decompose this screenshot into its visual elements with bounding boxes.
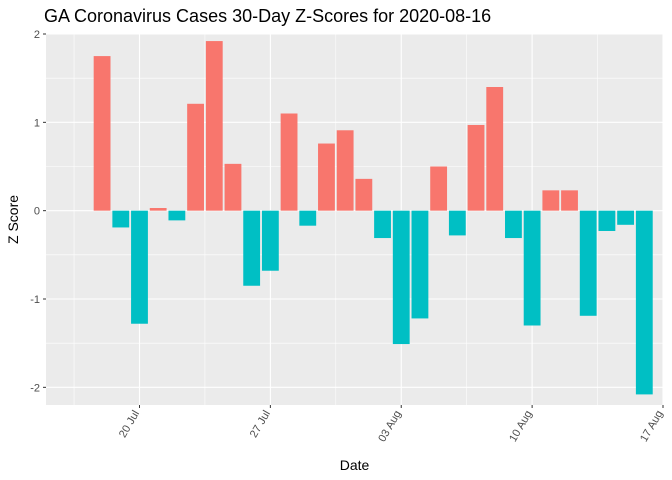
bar [336,130,354,211]
bar [205,41,223,211]
bar [280,113,298,211]
bar [131,210,148,324]
y-tick-label: 2 [34,29,40,41]
bar [430,166,448,211]
bar [318,143,335,211]
bar [523,210,541,326]
bar [579,210,597,316]
x-axis-title: Date [340,457,370,473]
y-axis-title: Z Score [5,195,21,244]
bar [149,208,167,211]
bar [505,210,522,239]
bar [561,190,578,211]
y-tick-label: -2 [30,382,40,394]
y-tick-label: 0 [34,206,40,218]
bar [243,210,261,286]
bar [187,103,204,211]
y-axis: -2 -1 0 1 2 [30,29,46,394]
x-tick-label: 10 Aug [507,409,535,445]
chart-title: GA Coronavirus Cases 30-Day Z-Scores for… [44,6,492,26]
y-tick-label: 1 [34,117,40,129]
x-tick-label: 20 Jul [117,409,142,440]
bar [448,210,466,236]
bar [467,124,485,211]
bar [486,87,504,211]
bars [93,41,653,395]
grid-minor [46,34,663,405]
bar [392,210,410,345]
bar [617,210,635,225]
bar [355,178,373,211]
bar [168,210,186,221]
bar [224,163,242,211]
bar [374,210,391,239]
x-axis: 20 Jul 27 Jul 03 Aug 10 Aug 17 Aug [117,405,666,444]
x-tick-label: 03 Aug [376,409,404,445]
bar [542,190,560,211]
bar [635,210,653,395]
bar [598,210,616,231]
y-tick-label: -1 [30,294,40,306]
x-tick-label: 27 Jul [248,409,273,440]
bar [261,210,279,271]
bar [93,56,111,211]
bar [299,210,317,226]
x-tick-label: 17 Aug [638,409,666,445]
bar [112,210,130,228]
bar [411,210,429,319]
